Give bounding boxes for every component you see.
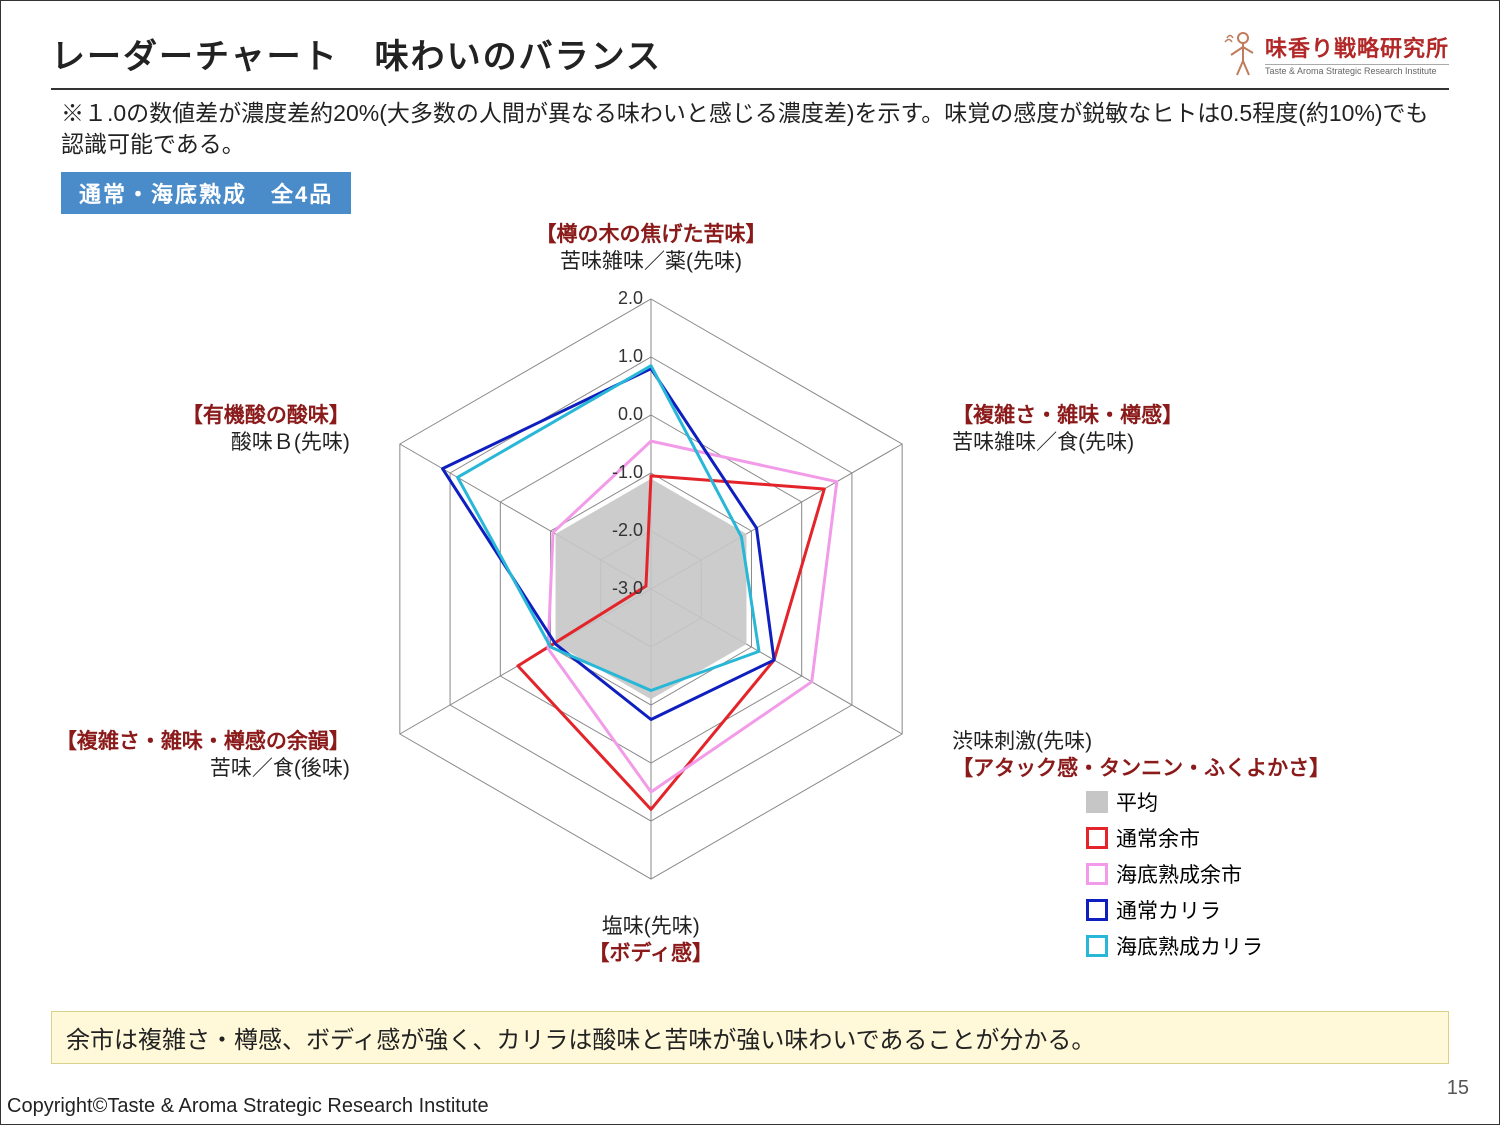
legend-swatch — [1086, 899, 1108, 921]
axis-label-sub: 苦味／食(後味) — [56, 755, 350, 782]
axis-label-sub: 渋味刺激(先味) — [952, 728, 1330, 755]
note-text: ※１.0の数値差が濃度差約20%(大多数の人間が異なる味わいと感じる濃度差)を示… — [61, 98, 1449, 160]
tick-label: 2.0 — [603, 288, 643, 309]
legend-swatch — [1086, 791, 1108, 813]
legend-item: 平均 — [1086, 787, 1263, 817]
page-title: レーダーチャート 味わいのバランス — [51, 29, 662, 78]
legend-label: 海底熟成カリラ — [1116, 931, 1263, 961]
axis-label: 【複雑さ・雑味・樽感】苦味雑味／食(先味) — [952, 402, 1183, 457]
legend-swatch — [1086, 827, 1108, 849]
radar-chart: 【樽の木の焦げた苦味】苦味雑味／薬(先味) 【複雑さ・雑味・樽感】苦味雑味／食(先… — [1, 201, 1500, 981]
legend-swatch — [1086, 935, 1108, 957]
summary-text: 余市は複雑さ・樽感、ボディ感が強く、カリラは酸味と苦味が強い味わいであることが分… — [51, 1011, 1449, 1064]
axis-label: 【有機酸の酸味】酸味Ｂ(先味) — [182, 402, 350, 457]
legend-label: 通常カリラ — [1116, 895, 1221, 925]
legend-label: 通常余市 — [1116, 823, 1200, 853]
copyright: Copyright©Taste & Aroma Strategic Resear… — [7, 1095, 489, 1118]
title-rule — [51, 88, 1449, 90]
legend: 平均通常余市海底熟成余市通常カリラ海底熟成カリラ — [1086, 781, 1263, 967]
header: レーダーチャート 味わいのバランス 味香り戦略研究所 Taste & Aroma… — [1, 1, 1499, 88]
legend-item: 通常カリラ — [1086, 895, 1263, 925]
page-number: 15 — [1447, 1077, 1469, 1100]
legend-label: 海底熟成余市 — [1116, 859, 1242, 889]
logo-icon — [1217, 29, 1259, 77]
legend-item: 海底熟成カリラ — [1086, 931, 1263, 961]
axis-label: 【樽の木の焦げた苦味】苦味雑味／薬(先味) — [536, 221, 767, 276]
axis-label-desc: 【複雑さ・雑味・樽感】 — [952, 402, 1183, 429]
axis-label: 渋味刺激(先味)【アタック感・タンニン・ふくよかさ】 — [952, 728, 1330, 783]
tick-label: -2.0 — [603, 520, 643, 541]
legend-item: 通常余市 — [1086, 823, 1263, 853]
axis-label-sub: 苦味雑味／薬(先味) — [536, 248, 767, 275]
axis-label-sub: 塩味(先味) — [589, 913, 714, 940]
axis-label-desc: 【複雑さ・雑味・樽感の余韻】 — [56, 728, 350, 755]
axis-label-desc: 【樽の木の焦げた苦味】 — [536, 221, 767, 248]
legend-item: 海底熟成余市 — [1086, 859, 1263, 889]
tick-label: 1.0 — [603, 346, 643, 367]
axis-label-sub: 苦味雑味／食(先味) — [952, 429, 1183, 456]
axis-label-desc: 【ボディ感】 — [589, 940, 714, 967]
axis-label-desc: 【有機酸の酸味】 — [182, 402, 350, 429]
logo-text-jp: 味香り戦略研究所 — [1265, 31, 1449, 63]
axis-label: 塩味(先味)【ボディ感】 — [589, 913, 714, 968]
radar-svg — [241, 201, 1061, 981]
logo-text-en: Taste & Aroma Strategic Research Institu… — [1265, 64, 1449, 76]
legend-label: 平均 — [1116, 787, 1158, 817]
axis-label-sub: 酸味Ｂ(先味) — [182, 429, 350, 456]
axis-label: 【複雑さ・雑味・樽感の余韻】苦味／食(後味) — [56, 728, 350, 783]
tick-label: -3.0 — [603, 578, 643, 599]
tick-label: -1.0 — [603, 462, 643, 483]
tick-label: 0.0 — [603, 404, 643, 425]
legend-swatch — [1086, 863, 1108, 885]
axis-label-desc: 【アタック感・タンニン・ふくよかさ】 — [952, 755, 1330, 782]
logo: 味香り戦略研究所 Taste & Aroma Strategic Researc… — [1217, 29, 1449, 77]
